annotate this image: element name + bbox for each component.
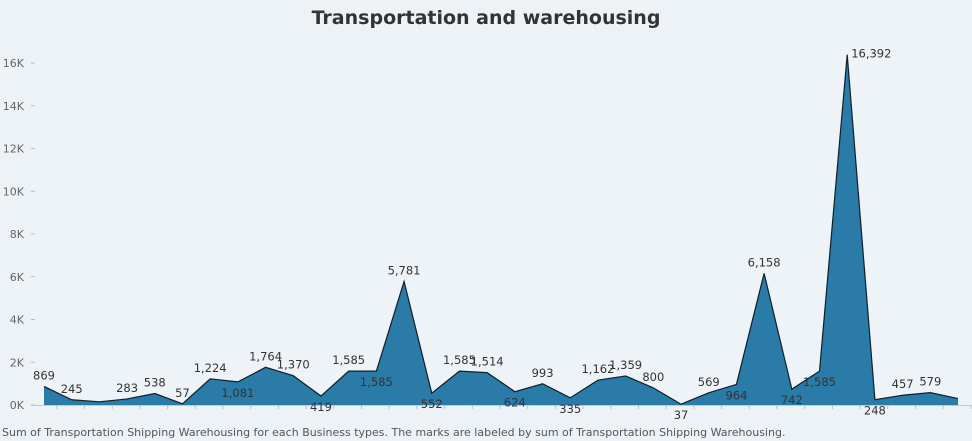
- data-label: 800: [642, 370, 664, 384]
- y-tick-label: 16K: [3, 57, 25, 70]
- chart-caption: Sum of Transportation Shipping Warehousi…: [2, 426, 786, 439]
- data-label: 579: [919, 375, 941, 389]
- data-label: 1,585: [360, 375, 393, 389]
- data-label: 569: [698, 375, 720, 389]
- y-axis: 0K 2K 4K 6K 8K 10K 12K 14K 16K: [3, 57, 35, 412]
- data-label: 993: [532, 366, 554, 380]
- data-label: 1,585: [803, 375, 836, 389]
- data-label: 1,585: [332, 353, 365, 367]
- data-label: 1,764: [249, 349, 282, 363]
- y-tick-label: 6K: [10, 271, 25, 284]
- chart-title: Transportation and warehousing: [311, 7, 661, 29]
- data-label: 335: [559, 402, 581, 416]
- data-label: 552: [421, 397, 443, 411]
- data-label: 6,158: [748, 255, 781, 269]
- data-label: 1,370: [277, 358, 310, 372]
- data-label: 1,359: [609, 358, 642, 372]
- data-label: 57: [175, 386, 190, 400]
- data-label: 1,162: [581, 362, 614, 376]
- area-fill: [44, 54, 958, 405]
- data-label: 742: [781, 393, 803, 407]
- series-layer: [43, 54, 959, 405]
- data-label: 457: [892, 377, 914, 391]
- data-label: 964: [725, 388, 747, 402]
- data-label: 245: [61, 382, 83, 396]
- plot-area: [31, 40, 971, 408]
- y-tick-label: 4K: [10, 314, 25, 327]
- area-line: [43, 54, 959, 405]
- y-tick-label: 12K: [3, 143, 25, 156]
- y-tick-label: 8K: [10, 228, 25, 241]
- data-label: 624: [504, 396, 526, 410]
- y-tick-label: 14K: [3, 100, 25, 113]
- data-label: 1,514: [471, 355, 504, 369]
- data-label: 5,781: [388, 263, 421, 277]
- y-tick-label: 2K: [10, 356, 25, 369]
- data-label: 538: [144, 376, 166, 390]
- y-tick-label: 10K: [3, 185, 25, 198]
- data-label: 869: [33, 368, 55, 382]
- data-label: 419: [310, 400, 332, 414]
- data-label: 1,585: [443, 353, 476, 367]
- data-label: 16,392: [851, 47, 891, 61]
- x-axis: [31, 405, 972, 409]
- data-label: 1,081: [221, 386, 254, 400]
- data-label: 283: [116, 381, 138, 395]
- data-label: 248: [864, 404, 886, 418]
- data-label: 1,224: [194, 361, 227, 375]
- y-tick-label: 0K: [10, 399, 25, 412]
- data-label: 37: [674, 408, 689, 422]
